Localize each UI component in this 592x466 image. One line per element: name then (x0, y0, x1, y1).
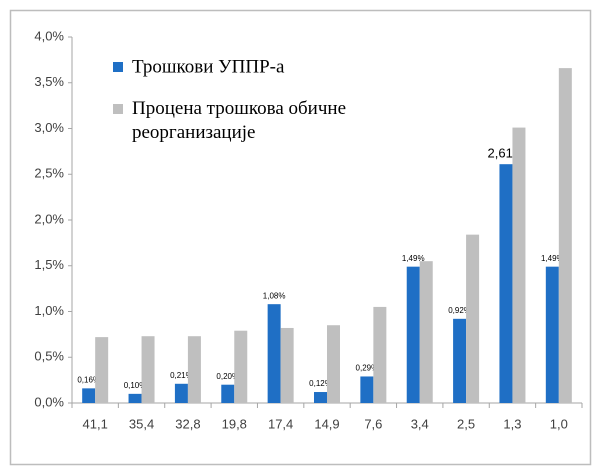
bar (406, 266, 420, 403)
y-tick-label: 2,5% (34, 166, 64, 181)
bar (419, 261, 433, 403)
x-tick-label: 1,3 (503, 416, 521, 431)
bar (466, 234, 480, 403)
bar (221, 384, 235, 403)
y-tick-label: 3,0% (34, 120, 64, 135)
bar (499, 164, 513, 403)
x-tick-label: 41,1 (83, 416, 108, 431)
data-label: 0,16% (77, 375, 100, 384)
data-label: 0,10% (124, 381, 147, 390)
legend-label: Процена трошкова обичне реорганизације (132, 98, 346, 143)
x-tick-label: 3,4 (411, 416, 429, 431)
y-tick-label: 0,0% (34, 394, 64, 409)
bar (453, 318, 467, 403)
bar (187, 336, 201, 403)
x-tick-label: 19,8 (222, 416, 247, 431)
data-label: 0,21% (170, 371, 193, 380)
x-tick-label: 14,9 (314, 416, 339, 431)
bar (174, 383, 188, 403)
data-label: 1,49% (402, 254, 425, 263)
legend-label: Трошкови УППР-а (132, 56, 285, 77)
bar (280, 327, 294, 403)
bar (545, 266, 559, 403)
y-tick-label: 1,0% (34, 303, 64, 318)
bar (95, 337, 109, 403)
y-tick-label: 2,0% (34, 211, 64, 226)
bar (234, 330, 248, 403)
y-tick-label: 4,0% (34, 28, 64, 43)
bar (82, 388, 96, 403)
x-tick-label: 17,4 (268, 416, 293, 431)
data-label: 1,49% (541, 254, 564, 263)
data-label: 0,29% (356, 364, 379, 373)
data-label: 0,20% (216, 372, 239, 381)
x-tick-label: 32,8 (175, 416, 200, 431)
bar (128, 393, 142, 403)
bar (373, 306, 387, 403)
bar (267, 304, 281, 403)
x-tick-label: 35,4 (129, 416, 154, 431)
legend-swatch (113, 62, 123, 72)
data-label: 1,08% (263, 291, 286, 300)
bar (558, 68, 572, 404)
data-label: 0,12% (309, 379, 332, 388)
bar (360, 376, 374, 403)
bar (314, 392, 327, 403)
data-label: 0,92% (448, 306, 471, 315)
y-tick-label: 1,5% (34, 257, 64, 272)
x-tick-label: 1,0 (550, 416, 568, 431)
x-tick-label: 7,6 (364, 416, 382, 431)
bar (327, 325, 340, 403)
x-tick-label: 2,5 (457, 416, 475, 431)
bar (512, 127, 526, 404)
y-tick-label: 3,5% (34, 74, 64, 89)
y-tick-label: 0,5% (34, 349, 64, 364)
legend-swatch (113, 104, 123, 114)
bar (141, 336, 155, 403)
